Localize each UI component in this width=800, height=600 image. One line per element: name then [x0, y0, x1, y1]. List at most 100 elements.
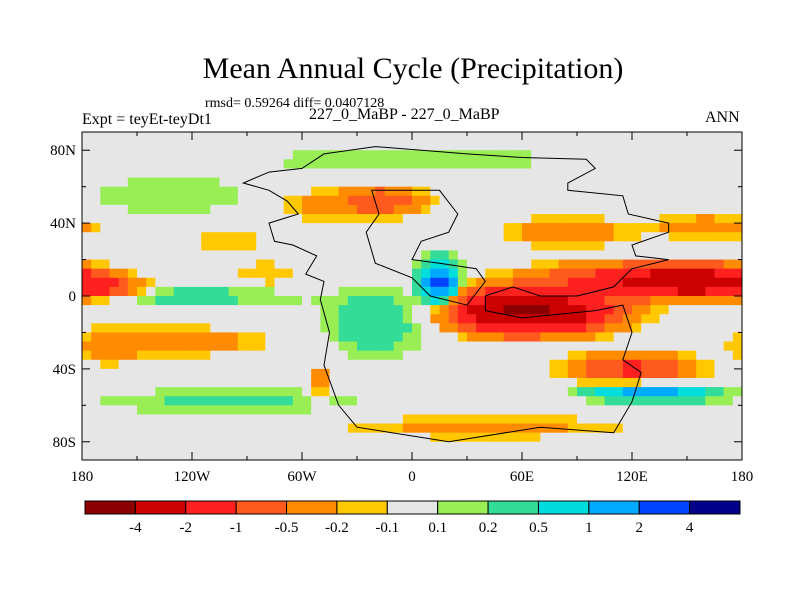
field-cell	[329, 159, 340, 170]
field-cell	[632, 186, 642, 197]
field-cell	[577, 223, 587, 233]
field-cell	[632, 296, 642, 306]
field-cell	[366, 195, 376, 206]
field-cell	[540, 350, 551, 361]
field-cell	[375, 232, 386, 242]
field-cell	[237, 414, 248, 425]
field-cell	[641, 341, 651, 352]
field-cell	[549, 214, 560, 224]
field-cell	[467, 378, 477, 388]
field-cell	[228, 186, 239, 197]
field-cell	[677, 423, 688, 434]
field-cell	[82, 223, 92, 233]
field-cell	[430, 305, 441, 315]
field-cell	[292, 441, 303, 452]
field-cell	[467, 350, 477, 361]
field-cell	[421, 314, 431, 324]
field-cell	[155, 441, 166, 452]
field-cell	[595, 204, 606, 215]
field-cell	[457, 423, 468, 434]
field-cell	[668, 441, 679, 452]
field-cell	[457, 314, 468, 324]
field-cell	[283, 268, 294, 279]
field-cell	[219, 195, 230, 206]
continent-outline	[241, 146, 670, 443]
field-cell	[503, 359, 514, 370]
field-cell	[494, 450, 505, 460]
field-cell	[412, 241, 422, 252]
field-cell	[687, 296, 697, 306]
field-cell	[329, 378, 340, 388]
field-cell	[549, 232, 560, 242]
field-cell	[512, 341, 523, 352]
field-cell	[192, 450, 202, 460]
field-cell	[347, 168, 358, 179]
field-cell	[228, 195, 239, 206]
field-cell	[732, 432, 742, 443]
field-cell	[687, 268, 697, 279]
field-cell	[210, 286, 221, 297]
field-cell	[622, 423, 633, 434]
field-cell	[558, 232, 569, 242]
field-cell	[347, 450, 358, 460]
field-cell	[421, 241, 431, 252]
field-cell	[256, 241, 266, 252]
field-cell	[338, 359, 349, 370]
field-cell	[366, 177, 376, 188]
field-cell	[512, 405, 523, 416]
field-cell	[705, 450, 716, 460]
field-cell	[641, 268, 651, 279]
field-cell	[302, 259, 312, 270]
field-cell	[439, 186, 450, 197]
field-cell	[467, 441, 477, 452]
field-cell	[476, 141, 486, 151]
field-cell	[668, 268, 679, 279]
field-cell	[347, 250, 358, 261]
field-cell	[622, 441, 633, 452]
x-tick-label: 180	[71, 469, 94, 485]
field-cell	[531, 423, 541, 434]
field-cell	[641, 314, 651, 324]
field-cell	[540, 241, 551, 252]
field-cell	[595, 214, 606, 224]
field-cell	[155, 223, 166, 233]
field-cell	[448, 305, 459, 315]
field-cell	[393, 132, 404, 142]
field-cell	[311, 305, 321, 315]
field-cell	[677, 332, 688, 343]
field-cell	[650, 186, 661, 197]
field-cell	[705, 141, 716, 151]
field-cell	[137, 305, 147, 315]
field-cell	[329, 250, 340, 261]
field-cell	[558, 414, 569, 425]
field-cell	[137, 323, 147, 334]
field-cell	[237, 150, 248, 160]
x-tick-label: 180	[731, 469, 754, 485]
field-cell	[448, 268, 459, 279]
field-cell	[687, 396, 697, 406]
field-cell	[366, 259, 376, 270]
field-cell	[265, 305, 276, 315]
field-cell	[292, 405, 303, 416]
field-cell	[503, 305, 514, 315]
field-cell	[476, 378, 486, 388]
field-cell	[503, 223, 514, 233]
field-cell	[439, 177, 450, 188]
field-cell	[164, 323, 175, 334]
field-cell	[549, 314, 560, 324]
field-cell	[641, 441, 651, 452]
field-cell	[732, 168, 742, 179]
field-cell	[100, 396, 111, 406]
field-cell	[412, 332, 422, 343]
field-cell	[567, 414, 578, 425]
field-cell	[210, 441, 221, 452]
field-cell	[467, 432, 477, 443]
colorbar-label: 0.5	[529, 520, 548, 536]
field-cell	[677, 241, 688, 252]
field-cell	[439, 423, 450, 434]
field-cell	[632, 241, 642, 252]
field-cell	[705, 332, 716, 343]
field-cell	[210, 432, 221, 443]
field-cell	[274, 423, 285, 434]
field-cell	[393, 195, 404, 206]
